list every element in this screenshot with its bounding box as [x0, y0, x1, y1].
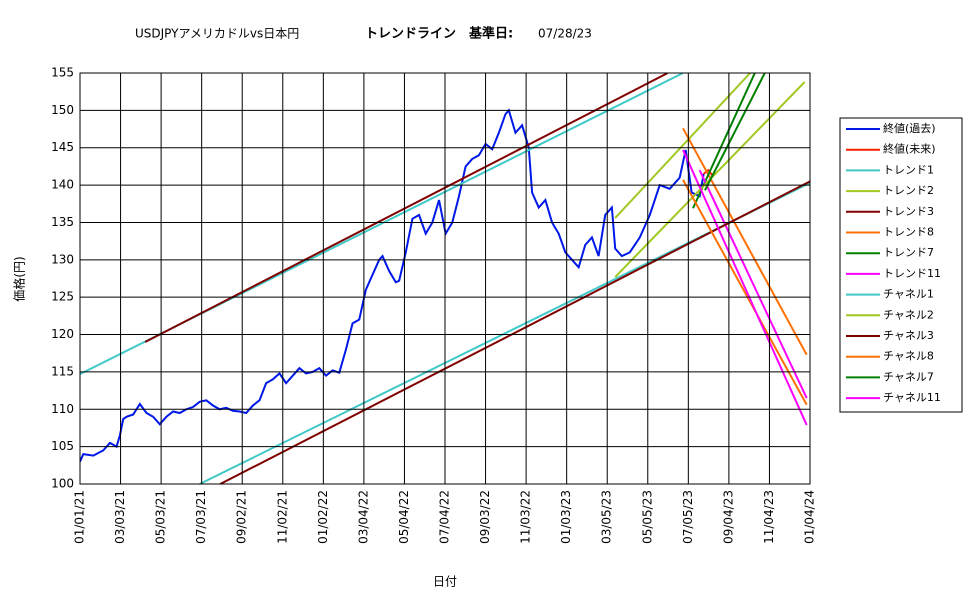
x-tick-label: 11/04/23 — [762, 490, 776, 544]
legend-label: チャネル11 — [883, 391, 941, 404]
x-tick-label: 07/05/23 — [681, 490, 695, 544]
y-tick-label: 130 — [51, 252, 74, 266]
series-line — [682, 127, 808, 356]
y-tick-label: 100 — [51, 477, 74, 491]
series-group — [80, 73, 810, 484]
legend-label: 終値(未来) — [883, 142, 936, 156]
x-tick-label: 11/03/22 — [519, 490, 533, 544]
legend-label: チャネル7 — [883, 370, 934, 383]
y-axis-label: 価格(円) — [12, 256, 27, 301]
y-tick-label: 150 — [51, 103, 74, 117]
series-line — [682, 149, 808, 426]
series-line — [80, 108, 705, 462]
x-tick-label: 09/02/21 — [235, 490, 249, 544]
y-tick-label: 125 — [51, 290, 74, 304]
legend-label: トレンド8 — [883, 226, 934, 239]
y-tick-label: 155 — [51, 66, 74, 80]
series-line — [702, 168, 714, 177]
x-tick-label: 09/03/22 — [478, 490, 492, 544]
chart-subtitle: トレンドライン 基準日: — [365, 26, 513, 42]
x-tick-label: 11/02/21 — [275, 490, 289, 544]
legend-label: チャネル1 — [883, 288, 934, 301]
x-tick-label: 01/01/21 — [73, 490, 87, 544]
x-tick-label: 01/03/23 — [559, 490, 573, 544]
x-tick-label: 01/04/24 — [803, 490, 817, 544]
series-line — [704, 73, 766, 191]
series-line — [698, 169, 808, 399]
legend — [839, 117, 963, 413]
legend-label: トレンド3 — [883, 205, 934, 218]
x-tick-label: 05/05/23 — [640, 490, 654, 544]
reference-date: 07/28/23 — [538, 27, 592, 41]
legend-label: トレンド11 — [883, 267, 941, 280]
legend-label: 終値(過去) — [883, 121, 936, 135]
y-tick-label: 110 — [51, 402, 74, 416]
x-axis-label: 日付 — [433, 575, 457, 589]
legend-label: チャネル3 — [883, 329, 934, 342]
legend-label: トレンド1 — [883, 163, 934, 176]
x-tick-label: 07/03/21 — [194, 490, 208, 544]
x-tick-label: 01/02/22 — [316, 490, 330, 544]
x-tick-label: 07/04/22 — [438, 490, 452, 544]
x-tick-label: 09/04/23 — [721, 490, 735, 544]
y-tick-label: 120 — [51, 327, 74, 341]
x-tick-label: 05/04/22 — [397, 490, 411, 544]
x-tick-label: 05/03/21 — [154, 490, 168, 544]
series-line — [682, 179, 808, 406]
legend-label: チャネル2 — [883, 308, 934, 321]
x-tick-label: 03/04/22 — [356, 490, 370, 544]
legend-label: トレンド2 — [883, 184, 934, 197]
x-tick-label: 03/03/21 — [113, 490, 127, 544]
x-tick-label: 03/05/23 — [600, 490, 614, 544]
legend-label: チャネル8 — [883, 350, 934, 363]
y-tick-label: 145 — [51, 140, 74, 154]
chart-title: USDJPYアメリカドルvs日本円 — [135, 27, 299, 41]
y-tick-label: 135 — [51, 215, 74, 229]
series-line — [614, 73, 751, 219]
y-tick-label: 140 — [51, 178, 74, 192]
legend-label: トレンド7 — [883, 246, 934, 259]
y-tick-label: 105 — [51, 439, 74, 453]
y-tick-label: 115 — [51, 364, 74, 378]
